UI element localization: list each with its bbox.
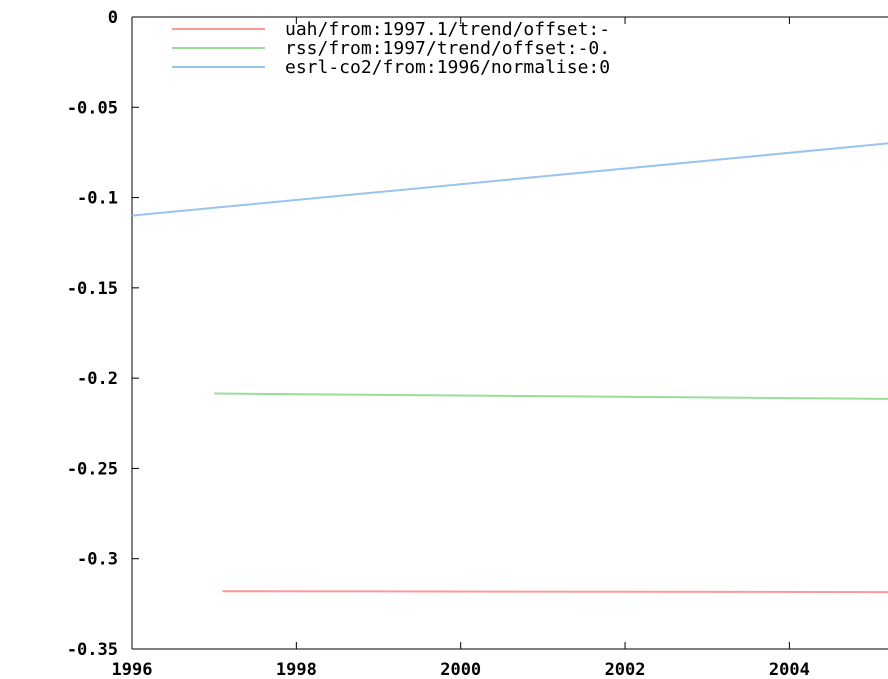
x-tick-label: 1996 [112,660,153,679]
y-tick-label: -0.3 [77,550,118,570]
series-line-uah [222,590,888,594]
x-tick-label: 1998 [276,660,317,679]
y-tick-label: -0.1 [77,189,118,209]
legend-label-uah: uah/from:1997.1/trend/offset:- [285,19,610,40]
y-tick-label: -0.25 [67,459,118,479]
y-tick-label: -0.15 [67,279,118,299]
series-line-esrl-co2 [131,142,888,217]
legend-label-esrl-co2: esrl-co2/from:1996/normalise:0 [285,57,610,78]
y-tick-label: 0 [108,8,118,28]
y-tick-label: -0.05 [67,98,118,118]
legend: uah/from:1997.1/trend/offset:- rss/from:… [172,19,610,78]
series-line-rss [214,392,888,400]
x-tick-label: 2000 [440,660,481,679]
y-tick-label: -0.2 [77,369,118,389]
x-tick-label: 2004 [769,660,810,679]
x-tick-label: 2002 [605,660,646,679]
legend-label-rss: rss/from:1997/trend/offset:-0. [285,38,610,59]
y-tick-label: -0.35 [67,640,118,660]
